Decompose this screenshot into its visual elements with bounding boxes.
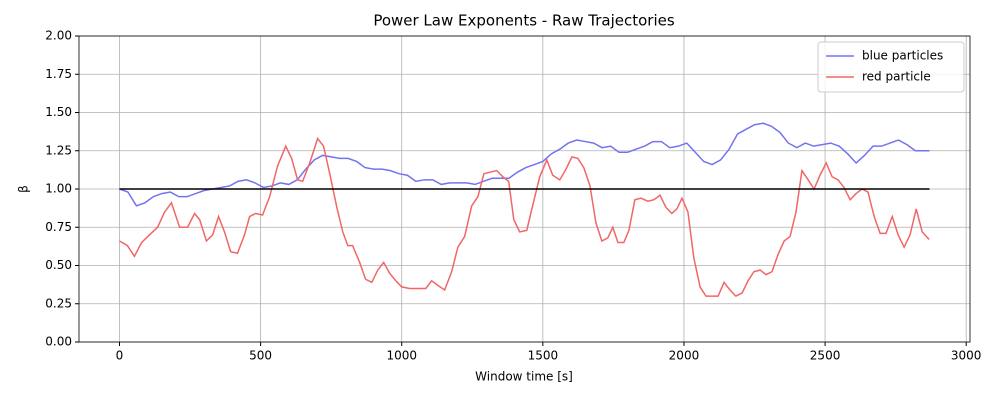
series-line: [119, 122, 930, 207]
legend-label: red particle: [862, 70, 931, 84]
y-tick-label: 1.50: [45, 105, 72, 119]
x-tick-label: 1000: [386, 349, 417, 363]
y-tick-label: 2.00: [45, 29, 72, 43]
legend-label: blue particles: [862, 49, 943, 63]
x-tick-label: 1500: [528, 349, 559, 363]
x-tick-label: 2000: [669, 349, 700, 363]
legend-box: [817, 41, 965, 93]
chart-title: Power Law Exponents - Raw Trajectories: [373, 12, 675, 30]
y-tick-label: 1.25: [45, 143, 72, 157]
y-tick-label: 0.00: [45, 335, 72, 349]
y-tick-label: 0.25: [45, 296, 72, 310]
x-tick-label: 500: [249, 349, 272, 363]
y-tick-label: 0.50: [45, 258, 72, 272]
y-tick-label: 0.75: [45, 220, 72, 234]
x-tick-label: 2500: [810, 349, 841, 363]
x-tick-label: 3000: [951, 349, 982, 363]
x-axis-label: Window time [s]: [475, 370, 573, 384]
y-tick-label: 1.75: [45, 67, 72, 81]
y-axis-label: β: [17, 185, 31, 193]
series-line: [119, 136, 930, 298]
x-tick-label: 0: [116, 349, 124, 363]
plot-frame: [78, 35, 971, 343]
y-tick-label: 1.00: [45, 182, 72, 196]
